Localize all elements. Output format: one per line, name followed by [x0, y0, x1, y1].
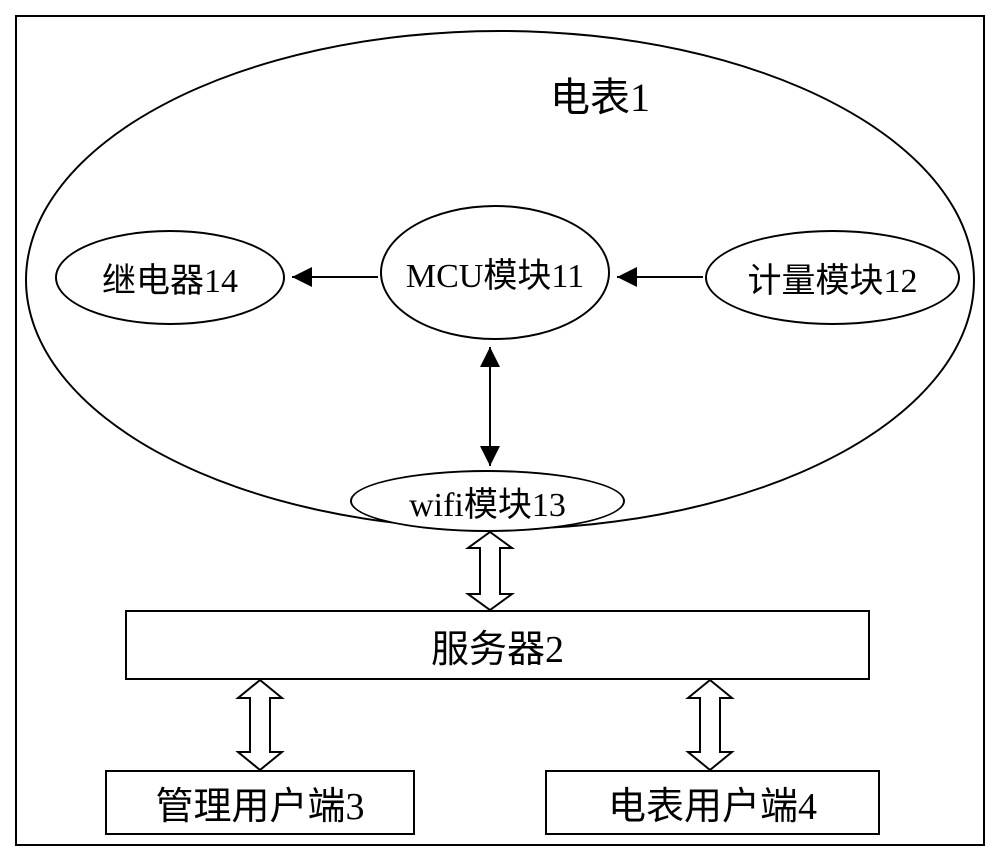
edge-server-admin — [238, 680, 282, 770]
arrows-layer — [0, 0, 1000, 861]
edge-server-client — [688, 680, 732, 770]
edge-wifi-server — [468, 532, 512, 610]
